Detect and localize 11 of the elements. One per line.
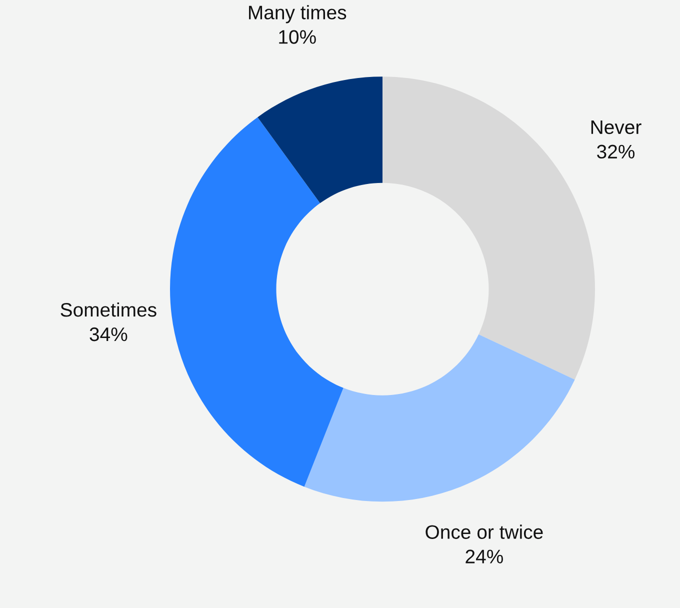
donut-slice [170, 117, 344, 487]
donut-slice [258, 76, 382, 204]
data-label: 34% [90, 327, 128, 342]
data-label: 32% [597, 144, 635, 159]
donut-slice [304, 334, 575, 502]
slice-label: Once or twice [426, 524, 543, 539]
slice-label: Sometimes [60, 302, 156, 317]
slice-label: Many times [249, 5, 346, 24]
data-label: 10% [279, 30, 316, 44]
data-label: 24% [466, 550, 503, 564]
slice-label: Never [591, 120, 642, 134]
